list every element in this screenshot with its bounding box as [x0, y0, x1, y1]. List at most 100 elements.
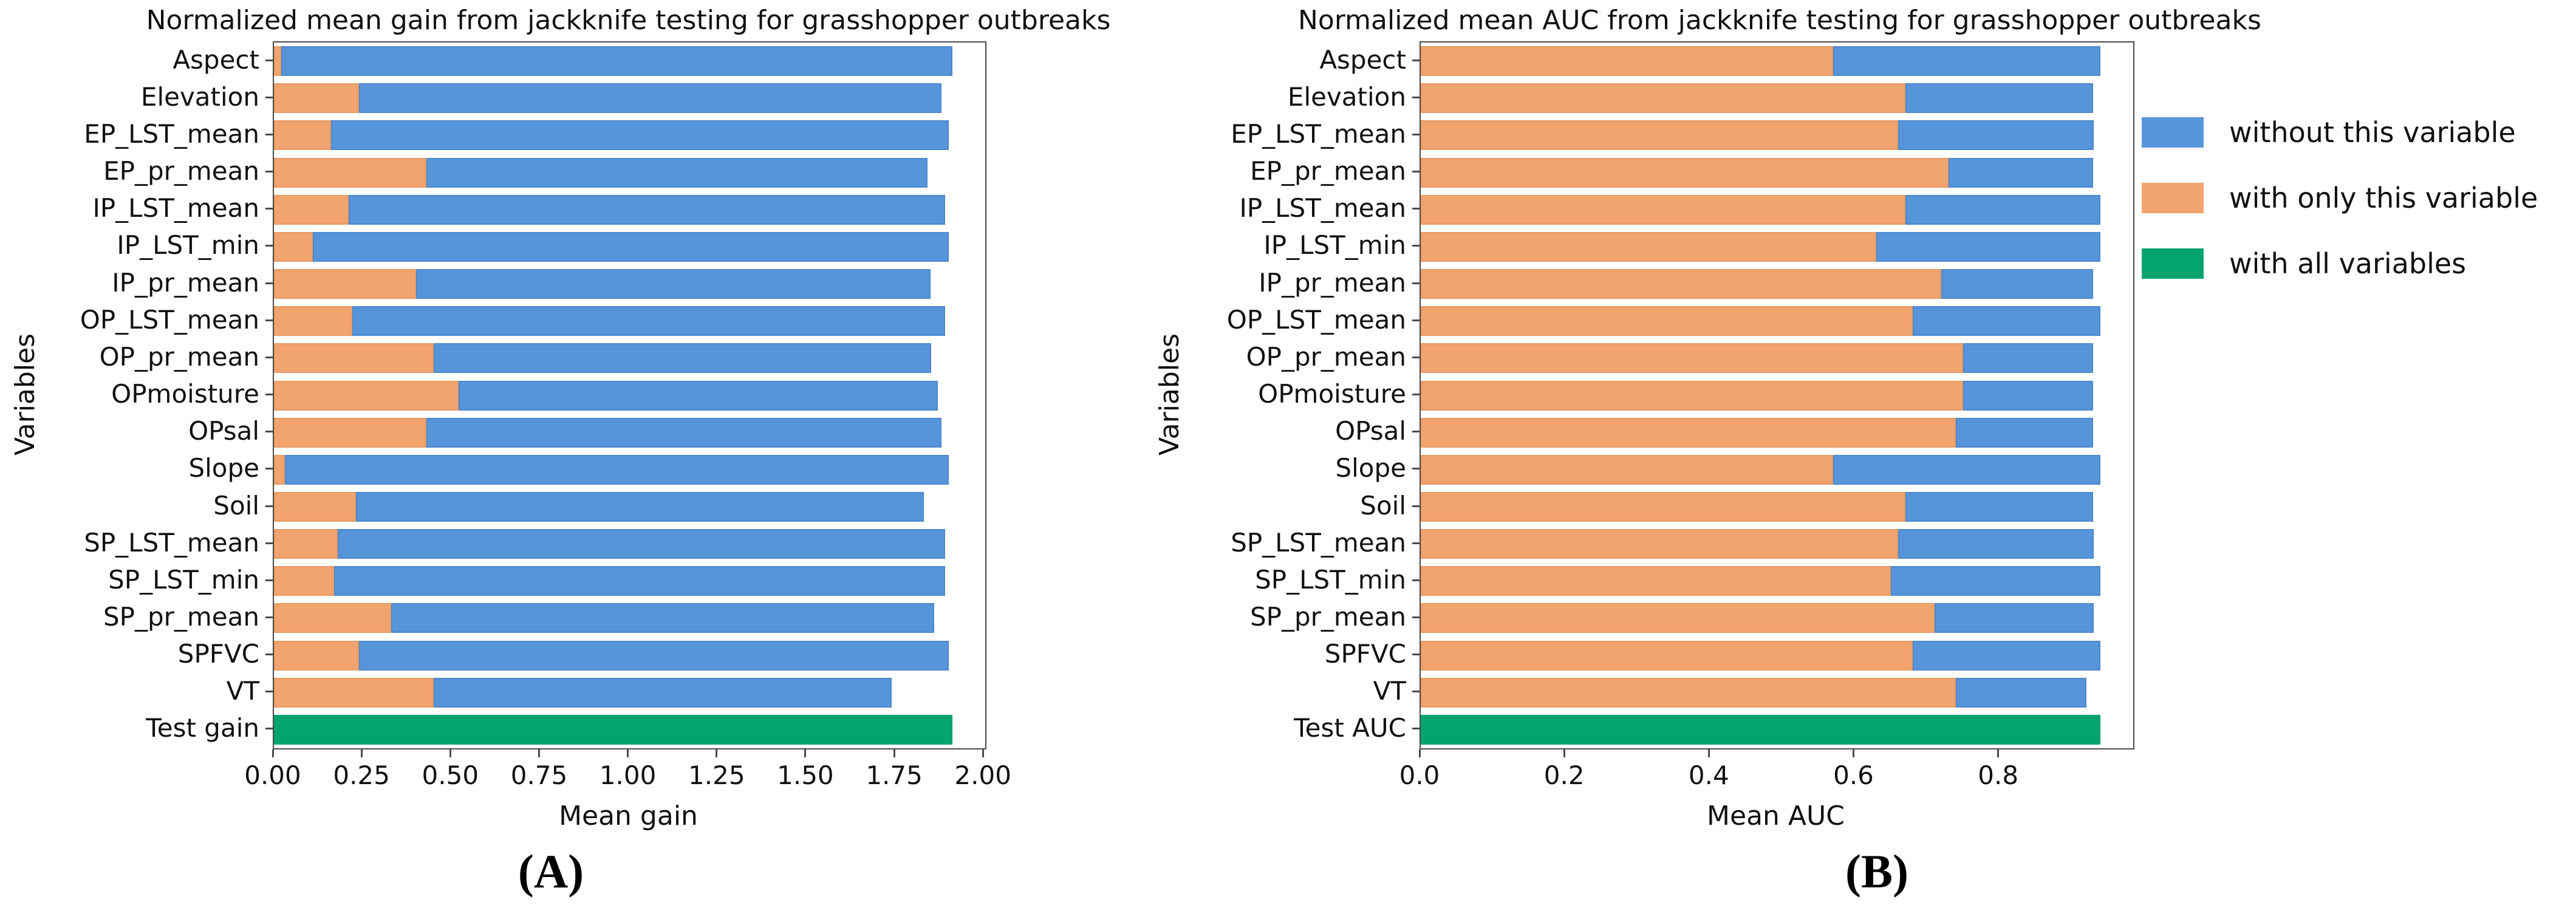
y-tick-label-SP_pr_mean: SP_pr_mean — [103, 601, 259, 632]
y-tick-label-IP_LST_mean: IP_LST_mean — [1239, 193, 1406, 224]
y-tickmark — [1412, 654, 1420, 656]
bar-with-only-OPsal — [1421, 417, 1956, 448]
x-tickmark — [627, 749, 629, 757]
bar-with-only-EP_LST_mean — [274, 120, 331, 151]
bar-without-IP_pr_mean — [415, 269, 931, 299]
bar-without-SP_LST_mean — [338, 529, 945, 559]
bar-without-OPmoisture — [459, 380, 938, 411]
x-tick-label-2.00: 2.00 — [954, 760, 1011, 790]
y-tick-label-OPmoisture: OPmoisture — [111, 379, 259, 409]
y-tickmark — [265, 282, 273, 284]
bar-with-only-IP_LST_min — [1421, 231, 1877, 262]
bar-without-IP_LST_mean — [348, 194, 945, 225]
bar-without-Slope — [284, 454, 949, 485]
y-tick-label-EP_pr_mean: EP_pr_mean — [103, 156, 259, 186]
y-tickmark — [265, 245, 273, 247]
bar-with-only-EP_pr_mean — [274, 157, 427, 188]
y-tickmark — [265, 133, 273, 135]
bar-with-only-OPmoisture — [274, 380, 459, 411]
x-tickmark — [804, 749, 807, 757]
x-tick-label-0.4: 0.4 — [1688, 760, 1729, 790]
bar-with-only-IP_LST_min — [274, 231, 313, 262]
y-tick-label-EP_pr_mean: EP_pr_mean — [1250, 156, 1406, 186]
bar-without-Aspect — [1833, 46, 2101, 77]
bar-without-Soil — [355, 492, 924, 522]
bar-without-OP_pr_mean — [434, 343, 931, 374]
bar-with-only-IP_LST_mean — [1421, 194, 1905, 225]
bar-without-SP_LST_min — [1891, 566, 2101, 596]
legend-label: without this variable — [2229, 116, 2516, 149]
x-tick-label-1.25: 1.25 — [688, 760, 745, 790]
y-tickmark — [1412, 319, 1420, 321]
bar-with-only-SP_LST_min — [274, 566, 335, 596]
y-tickmark — [265, 59, 273, 61]
x-tickmark — [1853, 749, 1854, 757]
bar-without-VT — [1956, 677, 2086, 708]
x-tickmark — [449, 749, 451, 757]
y-tick-label-SP_pr_mean: SP_pr_mean — [1249, 601, 1406, 632]
y-tickmark — [1412, 59, 1420, 61]
x-tick-label-1.00: 1.00 — [599, 760, 657, 790]
y-tickmark — [1412, 282, 1420, 284]
x-tick-label-1.75: 1.75 — [866, 760, 923, 790]
y-tick-label-IP_pr_mean: IP_pr_mean — [112, 267, 259, 298]
chart-a-x-axis-label: Mean gain — [559, 800, 698, 831]
bar-with-only-IP_pr_mean — [1421, 269, 1942, 299]
bar-without-OP_LST_mean — [352, 306, 945, 336]
y-tickmark — [265, 579, 273, 581]
bar-with-only-SP_pr_mean — [1421, 603, 1935, 633]
x-tickmark — [982, 749, 984, 757]
y-tick-label-OP_LST_mean: OP_LST_mean — [1226, 304, 1406, 335]
bar-without-SP_LST_mean — [1898, 529, 2094, 559]
y-tickmark — [265, 394, 273, 395]
y-tickmark — [265, 356, 273, 358]
y-tickmark — [1412, 245, 1420, 247]
y-tickmark — [1412, 208, 1420, 210]
y-tick-label-EP_LST_mean: EP_LST_mean — [1231, 118, 1406, 149]
chart-b-title: Normalized mean AUC from jackknife testi… — [1298, 5, 2261, 36]
bar-without-VT — [434, 677, 892, 708]
y-tickmark — [1412, 468, 1420, 470]
legend-item-without-this-variable: without this variable — [2142, 115, 2516, 149]
bar-without-EP_LST_mean — [1898, 120, 2094, 151]
x-tick-label-0.50: 0.50 — [422, 760, 479, 790]
y-tick-label-OP_pr_mean: OP_pr_mean — [1246, 341, 1406, 372]
bar-without-Slope — [1833, 454, 2101, 485]
bar-with-only-EP_LST_mean — [1421, 120, 1898, 151]
y-tickmark — [265, 468, 273, 470]
bar-without-SP_pr_mean — [391, 603, 935, 633]
bar-with-only-VT — [1421, 677, 1956, 708]
bar-with-only-VT — [274, 677, 434, 708]
bar-with-only-Elevation — [1421, 83, 1905, 114]
x-tickmark — [360, 749, 363, 757]
y-tick-label-OP_pr_mean: OP_pr_mean — [99, 341, 259, 372]
bar-without-SPFVC — [1912, 640, 2101, 671]
bar-with-only-SP_LST_mean — [274, 529, 338, 559]
bar-without-OPsal — [1956, 417, 2094, 448]
bar-with-only-SP_pr_mean — [274, 603, 391, 633]
y-tick-label-Test gain: Test gain — [146, 713, 259, 743]
bar-without-EP_pr_mean — [1949, 157, 2094, 188]
y-tick-label-OPsal: OPsal — [188, 416, 259, 446]
bar-without-EP_pr_mean — [426, 157, 928, 188]
y-tick-label-OP_LST_mean: OP_LST_mean — [80, 304, 259, 335]
y-tick-label-IP_LST_min: IP_LST_min — [117, 230, 259, 261]
y-tick-label-OPsal: OPsal — [1335, 416, 1406, 446]
x-tick-label-0.0: 0.0 — [1399, 760, 1440, 790]
x-tick-label-0.8: 0.8 — [1978, 760, 2019, 790]
y-tickmark — [1412, 579, 1420, 581]
y-tickmark — [265, 96, 273, 98]
bar-without-OP_pr_mean — [1963, 343, 2094, 374]
bar-without-OPsal — [426, 417, 942, 448]
legend-label: with only this variable — [2229, 182, 2538, 214]
y-tickmark — [1412, 133, 1420, 135]
y-tick-label-SPFVC: SPFVC — [177, 639, 259, 669]
y-tick-label-IP_LST_min: IP_LST_min — [1263, 230, 1406, 261]
y-tickmark — [1412, 96, 1420, 98]
legend-swatch-without — [2142, 117, 2204, 148]
x-tick-label-0.2: 0.2 — [1543, 760, 1585, 790]
bar-without-IP_LST_min — [1876, 231, 2101, 262]
y-tickmark — [1412, 171, 1420, 173]
